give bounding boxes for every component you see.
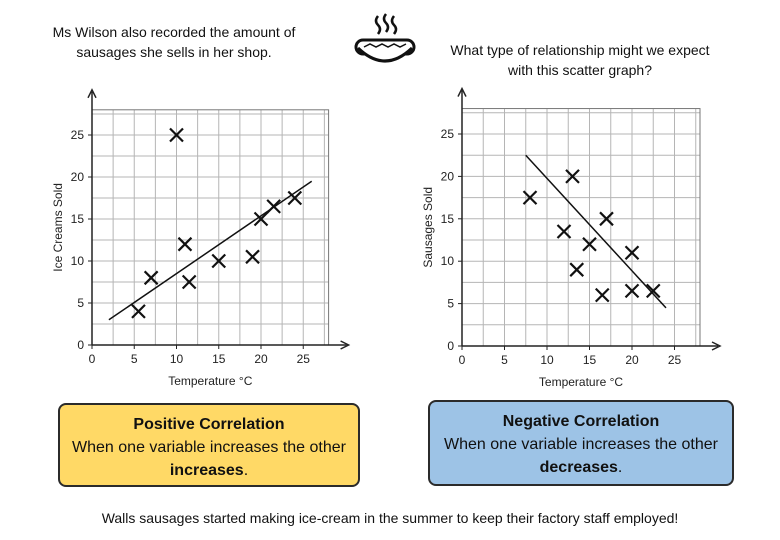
data-point: [624, 245, 640, 260]
y-tick-label: 20: [71, 170, 85, 184]
data-point: [556, 224, 572, 239]
data-point: [253, 211, 269, 227]
question-text: What type of relationship might we expec…: [450, 42, 710, 78]
sausage-scatter-chart: 0 5 10 15 20 25 0 5 10 15 20 25 Temperature °C Sausag…: [421, 86, 722, 389]
positive-correlation-text: When one variable increases the other: [72, 439, 346, 456]
chart-2-group: 0 5 10 15 20 25 0 5 10 15 20 25 Temperature °C Sausag…: [421, 86, 722, 389]
data-point: [522, 190, 538, 205]
positive-correlation-box: Positive Correlation When one variable i…: [58, 403, 360, 487]
x-tick-label: 25: [297, 352, 311, 366]
trend-line: [108, 180, 313, 321]
y-tick-label: 0: [77, 338, 84, 352]
plot-area: [462, 108, 700, 346]
hotdog-icon: [354, 13, 416, 63]
y-tick-label: 10: [441, 254, 455, 268]
x-tick-label: 20: [254, 352, 268, 366]
positive-period: .: [243, 462, 249, 479]
x-tick-label: 20: [625, 353, 639, 367]
y-tick-label: 0: [447, 339, 454, 353]
negative-keyword: decreases: [539, 459, 618, 476]
data-point: [287, 190, 303, 206]
y-tick-label: 10: [71, 254, 85, 268]
y-tick-label: 5: [447, 297, 454, 311]
data-point: [645, 283, 661, 299]
data-point: [582, 236, 597, 252]
y-tick-label: 15: [71, 212, 85, 226]
x-axis-arrow: [711, 341, 722, 351]
footer-text: Walls sausages started making ice-cream …: [101, 510, 679, 526]
y-axis-arrow: [457, 86, 467, 97]
data-point: [624, 283, 640, 299]
data-point: [569, 262, 585, 277]
data-point: [211, 253, 227, 269]
x-tick-label: 15: [583, 353, 597, 367]
y-axis-label: Ice Creams Sold: [51, 183, 65, 272]
x-axis-label: Temperature °C: [539, 375, 623, 389]
x-tick-label: 10: [170, 352, 184, 366]
chart-1-group: 0 5 10 15 20 25 0 5 10 15 20 25 Temperature °C Ice Cr…: [51, 88, 351, 388]
data-point: [266, 199, 281, 214]
y-axis-arrow: [87, 88, 97, 99]
positive-keyword: increases: [169, 462, 244, 479]
ice-cream-scatter-chart: 0 5 10 15 20 25 0 5 10 15 20 25 Temperature °C Ice Cr…: [51, 88, 351, 388]
y-tick-label: 5: [77, 296, 84, 310]
data-point: [181, 274, 197, 290]
data-point: [245, 249, 260, 265]
data-point: [594, 287, 610, 303]
x-axis-arrow: [340, 340, 351, 350]
x-tick-label: 5: [501, 353, 508, 367]
positive-correlation-title: Positive Correlation: [133, 416, 285, 433]
data-point: [565, 169, 580, 184]
data-point: [169, 127, 184, 143]
data-point: [143, 270, 159, 286]
y-tick-label: 20: [441, 169, 455, 183]
trend-line: [525, 154, 667, 309]
x-axis-label: Temperature °C: [168, 374, 252, 388]
data-point: [131, 304, 146, 319]
data-point: [599, 211, 614, 227]
x-tick-label: 5: [131, 352, 138, 366]
data-point: [177, 236, 193, 252]
x-tick-label: 0: [459, 353, 466, 367]
y-tick-label: 25: [71, 128, 85, 142]
intro-text: Ms Wilson also recorded the amount of sa…: [52, 24, 296, 60]
x-tick-label: 15: [212, 352, 226, 366]
negative-correlation-title: Negative Correlation: [502, 413, 660, 430]
negative-correlation-text: When one variable increases the other: [444, 436, 718, 453]
x-tick-label: 0: [89, 352, 96, 366]
negative-period: .: [617, 459, 623, 476]
y-axis-label: Sausages Sold: [421, 187, 435, 268]
negative-correlation-box: Negative Correlation When one variable i…: [428, 400, 734, 486]
y-tick-label: 15: [441, 212, 455, 226]
y-tick-label: 25: [441, 127, 455, 141]
x-tick-label: 10: [540, 353, 554, 367]
x-tick-label: 25: [668, 353, 682, 367]
